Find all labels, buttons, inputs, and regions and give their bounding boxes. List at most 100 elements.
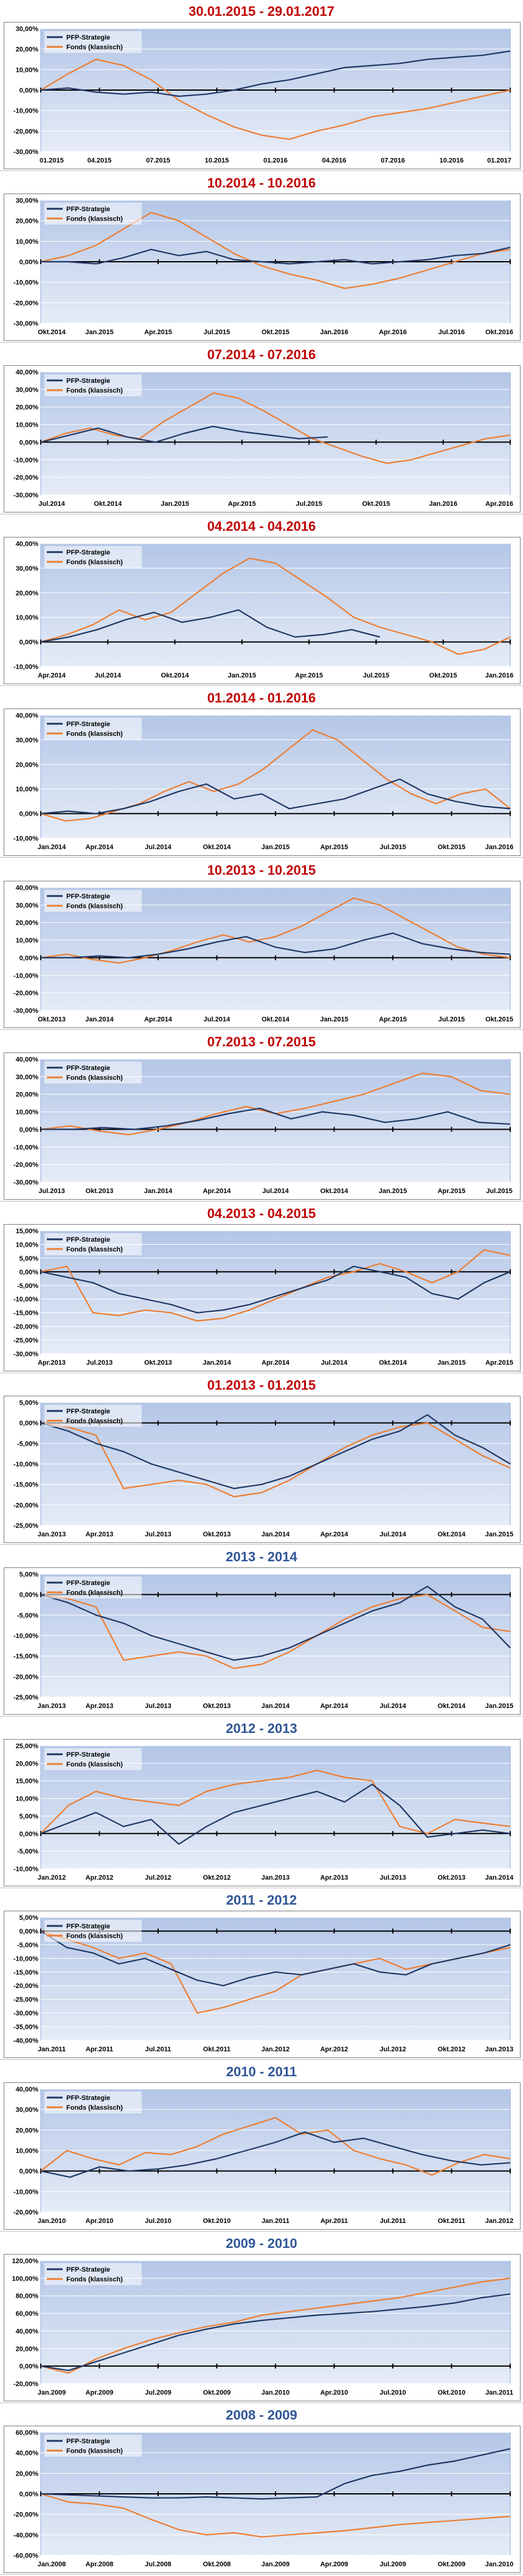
x-tick-label: Jul.2013 [379, 1874, 406, 1881]
chart-panel: 10.2014 - 10.2016 30,00% 20,00% 10,00% 0,00%… [0, 172, 523, 343]
series-line [40, 2131, 511, 2178]
legend-label: Fonds (klassisch) [66, 730, 123, 738]
x-tick-label: Jul.2015 [204, 329, 230, 336]
legend-box [44, 1748, 142, 1770]
x-tick-label: Jan.2015 [85, 329, 113, 336]
x-tick-label: Jan.2016 [485, 672, 513, 679]
chart-title: 2013 - 2014 [226, 1549, 297, 1564]
x-tick-label: Jan.2013 [262, 1874, 289, 1881]
x-tick-label: Jan.2011 [485, 2389, 513, 2396]
series-line [40, 2448, 511, 2500]
y-tick-label: 40,00% [16, 2328, 39, 2335]
y-tick-label: -30,00% [13, 320, 38, 327]
plot-frame: 25,00% 20,00% 15,00% 10,00% 5,00% 0,00% -5,00%… [4, 1739, 521, 1886]
line-chart: 5,00% 0,00% -5,00% -10,00% -15,00% -20,00% -25… [13, 1399, 513, 1538]
y-tick-label: 40,00% [16, 369, 39, 376]
x-tick-label: Jan.2012 [485, 2217, 513, 2225]
x-tick-label: Jul.2016 [438, 329, 465, 336]
y-tick-label: -10,00% [13, 1866, 38, 1873]
y-tick-label: -15,00% [13, 1653, 38, 1661]
y-tick-label: 40,00% [16, 1056, 39, 1063]
legend-label: Fonds (klassisch) [66, 1246, 123, 1253]
y-tick-label: -5,00% [17, 1440, 38, 1447]
y-tick-label: 0,00% [19, 1269, 38, 1276]
y-tick-label: 20,00% [16, 1091, 39, 1099]
chart-title: 01.2013 - 01.2015 [207, 1377, 316, 1393]
y-tick-label: 5,00% [19, 1255, 38, 1262]
legend-box [44, 1920, 142, 1942]
y-tick-label: 10,00% [16, 1241, 39, 1248]
x-tick-label: Jan.2010 [262, 2389, 289, 2396]
x-tick-label: Jan.2014 [203, 1359, 231, 1367]
y-tick-label: 20,00% [16, 2345, 39, 2353]
legend-label: PFP-Strategie [66, 893, 110, 900]
x-tick-label: Jan.2013 [38, 1703, 66, 1710]
x-tick-label: Okt.2008 [203, 2561, 231, 2568]
x-tick-label: Apr.2014 [320, 1703, 349, 1710]
x-tick-label: Apr.2013 [38, 1359, 66, 1367]
legend-label: PFP-Strategie [66, 34, 110, 41]
line-chart: 5,00% 0,00% -5,00% -10,00% -15,00% -20,00% -25… [13, 1571, 513, 1710]
panel-separator [0, 2574, 523, 2575]
legend-label: Fonds (klassisch) [66, 215, 123, 223]
y-tick-label: 0,00% [19, 811, 38, 818]
y-tick-label: -5,00% [17, 1283, 38, 1290]
x-tick-label: Jul.2014 [379, 1703, 406, 1710]
x-tick-label: 04.2016 [322, 157, 347, 164]
x-tick-label: Jul.2009 [379, 2561, 406, 2568]
series-line [40, 1594, 511, 1669]
x-tick-label: Okt.2014 [262, 1016, 290, 1023]
plot-frame: 5,00% 0,00% -5,00% -10,00% -15,00% -20,00% -25… [4, 1911, 521, 2058]
legend-label: PFP-Strategie [66, 2266, 110, 2273]
legend-label: Fonds (klassisch) [66, 2104, 123, 2112]
x-tick-label: Jan.2015 [161, 500, 189, 508]
series-line [40, 425, 328, 443]
x-tick-label: Apr.2015 [379, 1016, 407, 1023]
x-tick-label: Jan.2015 [379, 1188, 407, 1195]
x-tick-label: Apr.2014 [203, 1188, 232, 1195]
legend-box [44, 1405, 142, 1427]
legend-label: Fonds (klassisch) [66, 1418, 123, 1425]
y-tick-label: 30,00% [16, 26, 39, 33]
x-tick-label: Jul.2010 [379, 2389, 406, 2396]
x-tick-label: Apr.2010 [86, 2217, 114, 2225]
series-line [40, 1249, 511, 1322]
chart-panel: 01.2014 - 01.2016 40,00% 30,00% 20,00% 10,00… [0, 687, 523, 858]
x-tick-label: Jul.2013 [38, 1188, 64, 1195]
y-tick-label: -20,00% [13, 1161, 38, 1169]
y-tick-label: -30,00% [13, 1179, 38, 1186]
y-tick-label: 0,00% [19, 2363, 38, 2370]
x-tick-label: Apr.2013 [86, 1531, 114, 1538]
y-tick-label: -20,00% [13, 990, 38, 997]
x-tick-label: Jan.2011 [38, 2046, 66, 2053]
x-tick-label: Jul.2014 [204, 1016, 230, 1023]
x-tick-label: Apr.2011 [320, 2217, 348, 2225]
x-tick-label: Okt.2012 [438, 2046, 466, 2053]
panel-separator [0, 1544, 523, 1545]
x-tick-label: Apr.2013 [86, 1703, 114, 1710]
y-tick-label: -30,00% [13, 2010, 38, 2017]
chart-panel: 2012 - 2013 25,00% 20,00% 15,00% 10,00% 5,00%… [0, 1717, 523, 1889]
plot-frame: 40,00% 30,00% 20,00% 10,00% 0,00% -10,00% -20,… [4, 365, 521, 513]
y-tick-label: -20,00% [13, 1673, 38, 1681]
x-tick-label: Jul.2015 [296, 500, 322, 508]
y-tick-label: 25,00% [16, 1743, 39, 1750]
chart-title: 07.2014 - 07.2016 [207, 347, 316, 362]
x-tick-label: Okt.2013 [438, 1874, 466, 1881]
line-chart: 40,00% 30,00% 20,00% 10,00% 0,00% -10,00% -20,… [13, 369, 513, 508]
y-tick-label: 30,00% [16, 197, 39, 205]
legend-label: Fonds (klassisch) [66, 387, 123, 394]
y-tick-label: -30,00% [13, 492, 38, 499]
legend-label: Fonds (klassisch) [66, 1074, 123, 1082]
line-chart: 40,00%30,00%20,00%10,00%0,00%-10,00%Jan.… [13, 712, 513, 851]
chart-panel: 2013 - 2014 5,00% 0,00% -5,00% -10,00% -15,00… [0, 1545, 523, 1717]
y-tick-label: -25,00% [13, 1337, 38, 1345]
chart-title: 30.01.2015 - 29.01.2017 [189, 4, 334, 19]
y-tick-label: -10,00% [13, 1144, 38, 1151]
series-line [40, 778, 511, 814]
plot-frame: 40,00% 30,00% 20,00% 10,00% 0,00% -10,00% -20,… [4, 2082, 521, 2230]
x-tick-label: Apr.2016 [485, 500, 513, 508]
x-tick-label: Apr.2008 [86, 2561, 114, 2568]
x-tick-label: Apr.2015 [438, 1188, 466, 1195]
x-tick-label: Okt.2014 [438, 1531, 466, 1538]
